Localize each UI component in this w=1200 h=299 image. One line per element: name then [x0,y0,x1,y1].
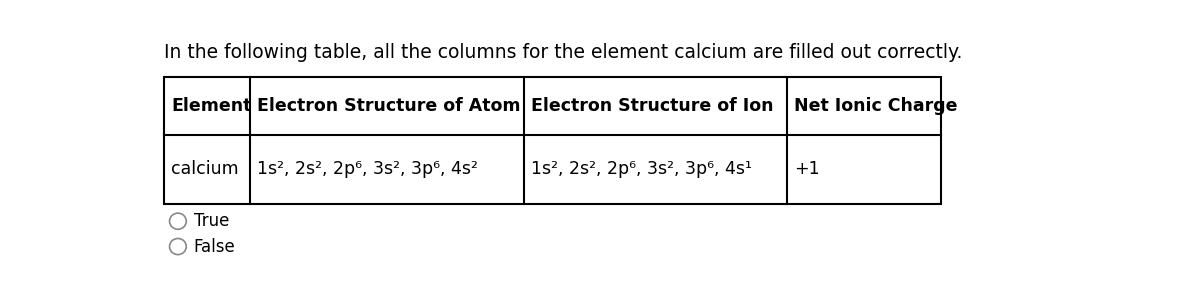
Text: Element: Element [172,97,252,115]
Text: 1s², 2s², 2p⁶, 3s², 3p⁶, 4s¹: 1s², 2s², 2p⁶, 3s², 3p⁶, 4s¹ [532,160,752,179]
Text: In the following table, all the columns for the element calcium are filled out c: In the following table, all the columns … [164,43,962,62]
Text: False: False [193,237,235,256]
Bar [164,77,941,204]
Ellipse shape [169,213,186,229]
Text: calcium: calcium [172,160,239,179]
Text: Electron Structure of Atom: Electron Structure of Atom [257,97,521,115]
Text: +1: +1 [794,160,820,179]
Text: True: True [193,212,229,230]
Text: Net Ionic Charge: Net Ionic Charge [794,97,958,115]
Text: Electron Structure of Ion: Electron Structure of Ion [532,97,774,115]
Ellipse shape [169,239,186,255]
Text: 1s², 2s², 2p⁶, 3s², 3p⁶, 4s²: 1s², 2s², 2p⁶, 3s², 3p⁶, 4s² [257,160,478,179]
